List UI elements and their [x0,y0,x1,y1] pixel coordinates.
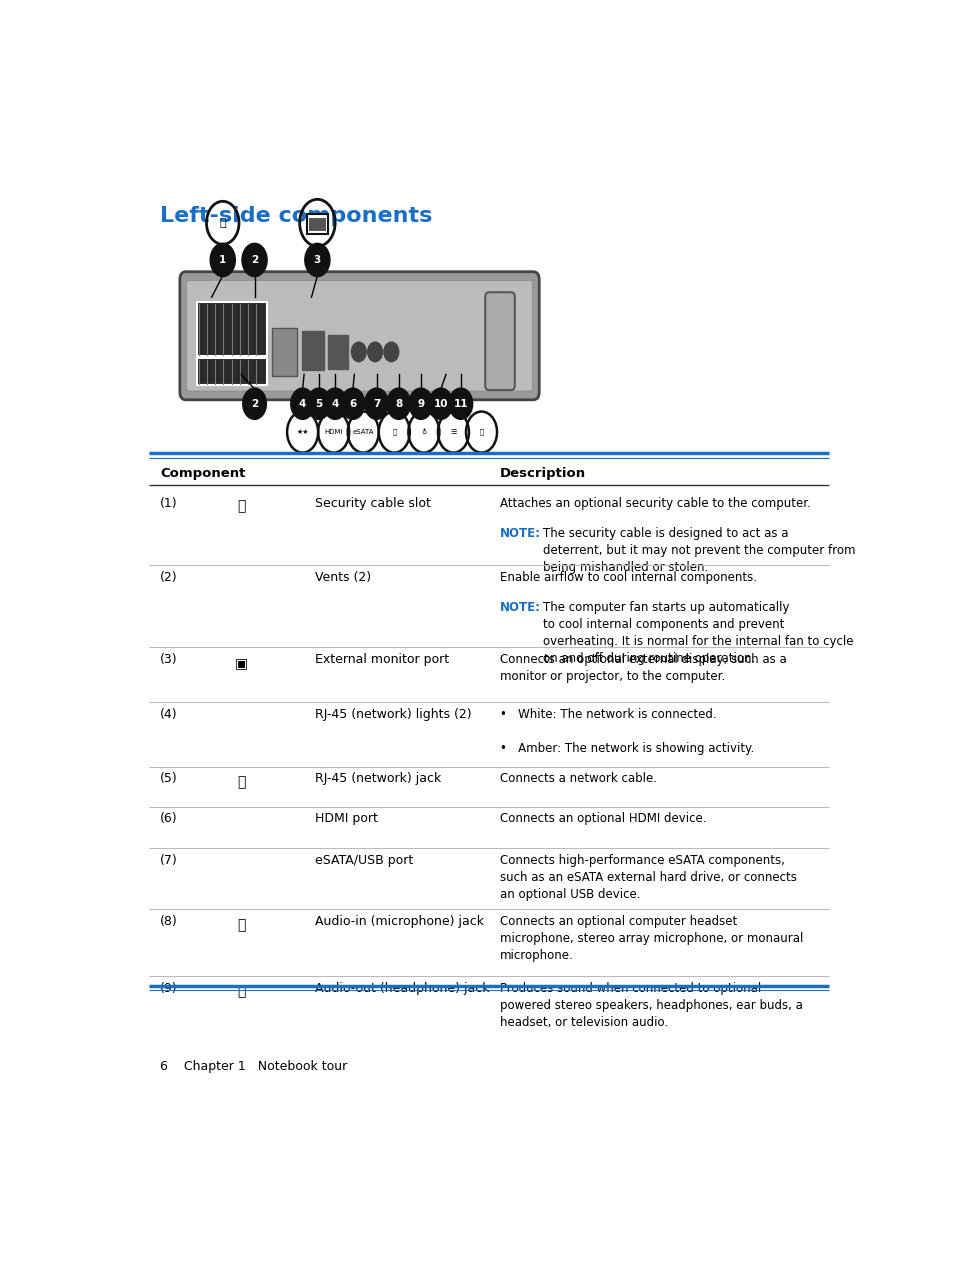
FancyBboxPatch shape [272,329,296,376]
FancyBboxPatch shape [485,292,515,390]
Text: 10: 10 [434,399,448,409]
Circle shape [341,389,364,419]
Circle shape [210,244,235,277]
Circle shape [242,244,267,277]
Text: (8): (8) [160,916,177,928]
Text: eSATA/USB port: eSATA/USB port [314,853,413,866]
Text: HDMI: HDMI [324,429,342,436]
Text: 4: 4 [298,399,306,409]
Text: Connects an optional external display, such as a
monitor or projector, to the co: Connects an optional external display, s… [499,653,786,683]
Circle shape [367,342,382,362]
Text: (3): (3) [160,653,177,665]
FancyBboxPatch shape [196,302,267,356]
Text: Connects an optional computer headset
microphone, stereo array microphone, or mo: Connects an optional computer headset mi… [499,916,802,963]
Text: 🔒: 🔒 [236,499,245,513]
Text: Left-side components: Left-side components [160,206,432,226]
FancyBboxPatch shape [309,218,325,231]
Text: The computer fan starts up automatically
to cool internal components and prevent: The computer fan starts up automatically… [542,601,853,665]
Text: Enable airflow to cool internal components.: Enable airflow to cool internal componen… [499,572,757,584]
FancyBboxPatch shape [180,272,538,400]
Text: ▣: ▣ [234,657,248,671]
Text: RJ-45 (network) lights (2): RJ-45 (network) lights (2) [314,707,472,721]
Circle shape [305,244,330,277]
Text: (2): (2) [160,572,177,584]
FancyBboxPatch shape [328,335,347,368]
Text: 1: 1 [219,255,226,265]
Text: •   White: The network is connected.

•   Amber: The network is showing activity: • White: The network is connected. • Amb… [499,707,754,754]
Text: 11: 11 [453,399,468,409]
Text: NOTE:: NOTE: [499,601,540,615]
Text: (9): (9) [160,982,177,994]
Text: 3: 3 [314,255,320,265]
Text: 6    Chapter 1   Notebook tour: 6 Chapter 1 Notebook tour [160,1060,347,1073]
Text: HDMI port: HDMI port [314,813,377,826]
Circle shape [307,389,331,419]
Text: 6: 6 [349,399,356,409]
Text: ♁: ♁ [421,429,426,436]
Text: Connects high-performance eSATA components,
such as an eSATA external hard drive: Connects high-performance eSATA componen… [499,853,796,900]
Text: 🎧: 🎧 [236,984,245,998]
Circle shape [383,342,398,362]
Circle shape [242,389,266,419]
Text: Connects a network cable.: Connects a network cable. [499,772,657,785]
Circle shape [291,389,314,419]
Text: Connects an optional HDMI device.: Connects an optional HDMI device. [499,813,706,826]
FancyBboxPatch shape [307,215,328,234]
Circle shape [429,389,453,419]
Text: ⏻: ⏻ [479,429,483,436]
Text: The security cable is designed to act as a
deterrent, but it may not prevent the: The security cable is designed to act as… [542,527,855,574]
Circle shape [409,389,433,419]
Text: 4: 4 [331,399,338,409]
Text: 🎤: 🎤 [392,429,396,436]
Text: Security cable slot: Security cable slot [314,497,431,509]
FancyBboxPatch shape [301,331,324,371]
Text: (5): (5) [160,772,177,785]
Circle shape [449,389,472,419]
Text: ⦾: ⦾ [236,775,245,790]
Text: 🎤: 🎤 [236,918,245,932]
Text: External monitor port: External monitor port [314,653,449,665]
FancyBboxPatch shape [196,358,267,385]
Text: NOTE:: NOTE: [499,527,540,540]
FancyBboxPatch shape [187,281,532,391]
Text: ★★: ★★ [296,429,309,436]
Text: Audio-out (headphone) jack: Audio-out (headphone) jack [314,982,489,994]
Text: Audio-in (microphone) jack: Audio-in (microphone) jack [314,916,484,928]
Text: Produces sound when connected to optional
powered stereo speakers, headphones, e: Produces sound when connected to optiona… [499,982,802,1029]
Text: 🔒: 🔒 [219,218,226,227]
Circle shape [364,389,388,419]
Text: (1): (1) [160,497,177,509]
Text: Component: Component [160,467,245,480]
Text: 8: 8 [395,399,402,409]
Text: (7): (7) [160,853,177,866]
Text: Description: Description [499,467,585,480]
Text: 9: 9 [416,399,424,409]
Text: Attaches an optional security cable to the computer.: Attaches an optional security cable to t… [499,497,810,509]
Circle shape [323,389,347,419]
Text: 2: 2 [251,255,258,265]
Text: RJ-45 (network) jack: RJ-45 (network) jack [314,772,441,785]
Circle shape [351,342,366,362]
Circle shape [387,389,410,419]
Text: 7: 7 [373,399,380,409]
Text: eSATA: eSATA [352,429,374,436]
Text: ☰: ☰ [450,429,456,436]
Text: 5: 5 [314,399,322,409]
Text: (4): (4) [160,707,177,721]
Text: 2: 2 [251,399,258,409]
Text: (6): (6) [160,813,177,826]
Text: Vents (2): Vents (2) [314,572,371,584]
